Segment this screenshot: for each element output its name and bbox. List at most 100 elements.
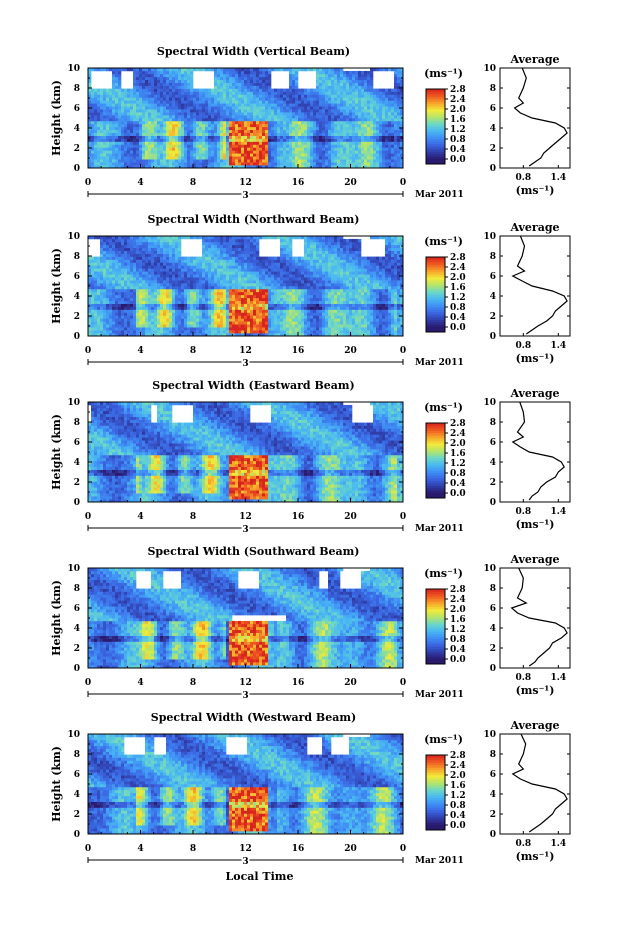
heatmap-cell (166, 288, 170, 293)
heatmap-cell (244, 129, 248, 133)
heatmap-cell (97, 306, 101, 310)
heatmap-cell (313, 126, 317, 131)
heatmap-cell (91, 321, 95, 325)
heatmap-cell (139, 250, 143, 254)
heatmap-cell (262, 109, 266, 113)
heatmap-cell (217, 309, 221, 313)
heatmap-cell (154, 73, 158, 78)
heatmap-cell (112, 85, 116, 89)
heatmap-cell (157, 112, 161, 116)
heatmap-cell (142, 333, 146, 337)
heatmap-cell (127, 118, 131, 122)
heatmap-cell (181, 68, 185, 72)
heatmap-cell (166, 327, 170, 331)
heatmap-cell (268, 153, 272, 157)
heatmap-cell (88, 333, 92, 337)
heatmap-cell (187, 303, 191, 307)
heatmap-cell (193, 300, 197, 304)
heatmap-cell (154, 315, 158, 319)
heatmap-cell (238, 126, 242, 131)
heatmap-cell (178, 88, 182, 92)
heatmap-cell (379, 162, 383, 166)
heatmap-cell (325, 135, 329, 139)
heatmap-cell (262, 79, 266, 83)
heatmap-cell (334, 82, 338, 86)
heatmap-cell (217, 135, 221, 139)
heatmap-cell (244, 79, 248, 83)
heatmap-cell (220, 156, 224, 160)
heatmap-cell (178, 73, 182, 78)
heatmap-cell (130, 132, 134, 136)
heatmap-cell (337, 112, 341, 116)
heatmap-cell (145, 283, 149, 287)
heatmap-cell (220, 141, 224, 145)
heatmap-cell (268, 68, 272, 72)
heatmap-cell (154, 256, 158, 260)
heatmap-cell (196, 91, 200, 95)
heatmap-cell (280, 118, 284, 122)
heatmap-cell (319, 115, 323, 119)
heatmap-cell (148, 70, 152, 75)
heatmap-cell (319, 73, 323, 78)
heatmap-cell (178, 144, 182, 148)
heatmap-cell (154, 321, 158, 325)
heatmap-cell (196, 156, 200, 160)
heatmap-cell (190, 147, 194, 151)
heatmap-cell (148, 165, 152, 169)
heatmap-cell (199, 262, 203, 266)
heatmap-cell (235, 85, 239, 89)
heatmap-cell (352, 147, 356, 151)
heatmap-cell (238, 135, 242, 139)
heatmap-cell (112, 265, 116, 269)
heatmap-cell (247, 109, 251, 113)
heatmap-cell (166, 141, 170, 145)
heatmap-cell (112, 112, 116, 116)
heatmap-cell (337, 144, 341, 148)
heatmap-cell (343, 106, 347, 110)
x-tick-label: 16 (292, 178, 305, 188)
heatmap-cell (91, 315, 95, 319)
heatmap-cell (112, 135, 116, 139)
heatmap-cell (106, 144, 110, 148)
heatmap-cell (184, 327, 188, 331)
heatmap-cell (289, 68, 293, 72)
heatmap-cell (145, 94, 149, 98)
heatmap-cell (124, 156, 128, 160)
heatmap-cell (223, 109, 227, 113)
heatmap-cell (193, 126, 197, 131)
heatmap-cell (115, 300, 119, 304)
heatmap-cell (139, 271, 143, 275)
heatmap-cell (346, 147, 350, 151)
heatmap-cell (286, 123, 290, 128)
heatmap-cell (118, 144, 122, 148)
heatmap-cell (217, 138, 221, 142)
heatmap-cell (127, 100, 131, 104)
heatmap-cell (196, 277, 200, 281)
heatmap-cell (127, 277, 131, 281)
heatmap-cell (223, 256, 227, 260)
heatmap-cell (112, 132, 116, 136)
heatmap-cell (97, 118, 101, 122)
heatmap-cell (148, 324, 152, 328)
heatmap-cell (352, 156, 356, 160)
heatmap-cell (214, 253, 218, 257)
heatmap-cell (112, 250, 116, 254)
heatmap-cell (187, 327, 191, 331)
heatmap-cell (358, 85, 362, 89)
heatmap-cell (298, 106, 302, 110)
heatmap-cell (262, 115, 266, 119)
heatmap-cell (97, 265, 101, 269)
heatmap-cell (133, 253, 137, 257)
heatmap-cell (118, 259, 122, 263)
heatmap-cell (382, 129, 386, 133)
heatmap-cell (262, 150, 266, 154)
heatmap-cell (376, 68, 380, 72)
heatmap-cell (121, 280, 125, 284)
heatmap-cell (379, 112, 383, 116)
heatmap-cell (211, 303, 215, 307)
heatmap-cell (334, 100, 338, 104)
heatmap-cell (370, 115, 374, 119)
heatmap-cell (148, 286, 152, 290)
heatmap-cell (103, 112, 107, 116)
heatmap-cell (250, 97, 254, 101)
